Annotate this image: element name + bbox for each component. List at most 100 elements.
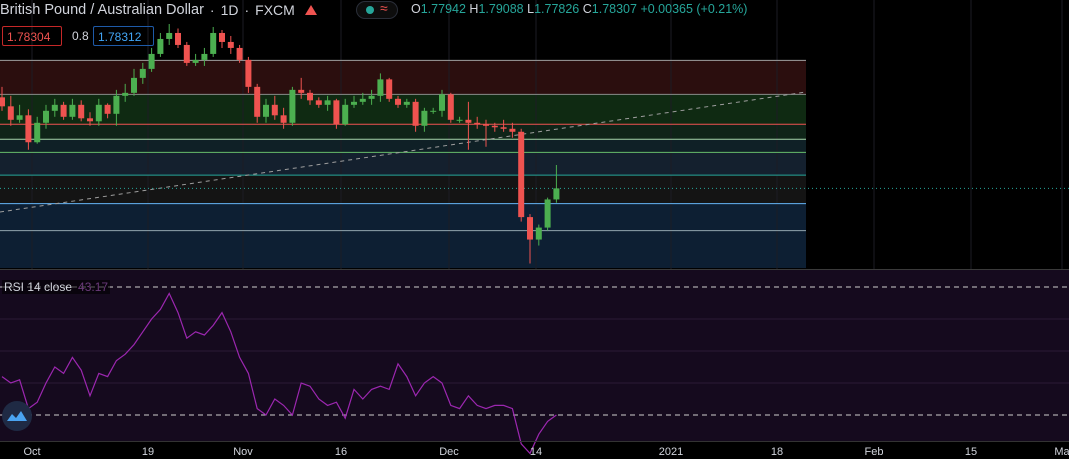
candle-body [7,106,14,120]
candle-body [157,38,164,54]
candle-body [60,104,67,117]
candle-body [447,94,454,120]
time-axis-label: 2021 [658,446,684,458]
candle-body [254,86,261,117]
candle-body [544,199,551,228]
close-value: 1.78307 [591,2,637,16]
candle-body [236,47,243,60]
candle-body [456,119,463,121]
rsi-value: 43.17 [78,280,109,294]
candle-body [131,77,137,93]
candle-body [104,104,111,114]
candle-body [342,104,349,125]
fib-zones [0,60,806,268]
candle-body [351,101,357,105]
fib-zone [0,124,806,140]
symbol-header[interactable]: British Pound / Australian Dollar · 1D ·… [0,0,317,20]
candle-body [483,124,489,126]
fib-zone [0,175,806,204]
separator: · [244,2,250,18]
fib-zone [0,203,806,268]
fib-zone [0,94,806,125]
fib-zone [0,60,806,95]
candle-body [69,104,76,117]
tradingview-logo-icon[interactable] [2,401,32,431]
candle-body [315,100,322,105]
rsi-legend[interactable]: RSI 14 close 43.17 [2,280,111,294]
candles [0,23,560,264]
candle-body [0,97,5,107]
price-levels [0,59,806,232]
candle-body [553,188,560,200]
low-value: 1.77826 [534,2,580,16]
candle-body [509,128,516,132]
sell-price-button[interactable]: 1.78304 [2,26,62,46]
time-axis-label: 16 [334,446,348,458]
candle-body [527,217,533,240]
candle-body [368,95,375,99]
candle-body [87,118,93,122]
candle-body [183,44,190,63]
candle-body [377,79,384,96]
candle-body [122,92,129,96]
candle-body [113,95,120,114]
candle-body [78,104,85,119]
time-axis-label: Dec [439,446,459,458]
change-value: +0.00365 (+0.21%) [640,2,748,16]
candle-body [395,98,401,105]
candle-body [16,115,23,120]
candle-body [386,79,393,99]
buy-price-button[interactable]: 1.78312 [93,26,154,46]
time-axis-label: 15 [964,446,978,458]
separator: · [209,2,215,18]
candle-body [201,53,208,60]
candle-body [280,115,287,123]
candle-body [421,110,428,126]
open-label: O [411,2,421,16]
rsi-line [1,292,557,455]
candle-body [166,32,173,39]
candle-body [518,131,525,218]
candle-body [307,92,313,101]
candle-body [465,119,472,123]
interval[interactable]: 1D [220,2,239,18]
spread-value: 0.8 [72,29,89,43]
time-axis-label: 14 [529,446,543,458]
wave-icon: ≈ [380,0,388,16]
flag-icon[interactable] [304,5,317,15]
symbol-name[interactable]: British Pound / Australian Dollar [0,2,204,18]
fib-zone [0,139,806,153]
candle-body [359,98,366,102]
candle-body [298,89,305,93]
rsi-pane-background [0,270,1069,441]
candle-body [333,100,340,125]
market-open-dot-icon [366,6,374,14]
candle-body [491,125,498,128]
candle-body [439,94,445,111]
high-label: H [469,2,479,16]
candle-body [500,127,507,129]
candle-body [289,89,296,123]
market-status-pill[interactable]: ≈ [356,0,398,19]
candle-body [412,101,419,126]
rsi-title: RSI 14 close [4,280,73,294]
ohlc-values: O1.77942 H1.79088 L1.77826 C1.78307 +0.0… [411,2,747,16]
candle-body [535,227,542,240]
candle-body [245,59,252,87]
time-axis-label: Nov [233,446,253,458]
high-value: 1.79088 [478,2,524,16]
candle-body [263,104,269,117]
candle-body [34,122,41,143]
candle-body [139,68,146,78]
candle-body [95,104,102,122]
close-label: C [582,2,592,16]
candle-body [51,104,58,111]
candle-body [175,32,181,45]
candle-body [227,41,234,48]
candle-body [43,110,49,123]
candle-body [25,115,32,143]
candle-body [192,59,199,63]
fib-zone [0,152,806,176]
time-axis-label: Oct [23,446,41,458]
